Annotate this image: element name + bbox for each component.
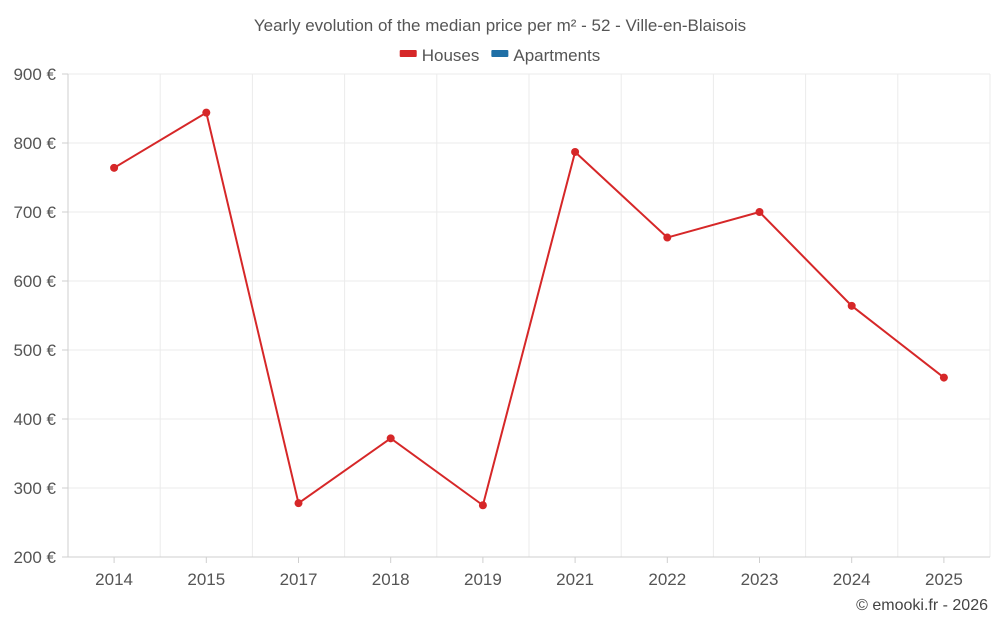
credit-text: © emooki.fr - 2026 bbox=[856, 597, 988, 614]
data-point-houses[interactable] bbox=[294, 499, 303, 508]
y-tick-label: 400 € bbox=[13, 410, 56, 429]
legend-item-houses[interactable]: Houses bbox=[399, 46, 480, 65]
x-gridlines bbox=[67, 74, 991, 563]
x-tick-label: 2024 bbox=[833, 570, 871, 589]
y-axis-tick-labels: 200 € 300 € 400 € 500 € 600 € 700 € 800 € 900 € bbox=[13, 65, 56, 567]
series-line-houses bbox=[113, 111, 945, 507]
data-point-houses[interactable] bbox=[939, 373, 948, 382]
x-tick-label: 2021 bbox=[556, 570, 594, 589]
data-point-houses[interactable] bbox=[847, 301, 856, 310]
data-point-houses[interactable] bbox=[663, 233, 672, 242]
x-axis-tick-labels: 2014 2015 2017 2018 2019 2021 2022 2023 2024 2025 bbox=[95, 570, 963, 589]
data-point-houses[interactable] bbox=[755, 208, 764, 216]
x-tick-label: 2022 bbox=[648, 570, 686, 589]
data-point-houses[interactable] bbox=[386, 434, 395, 443]
x-tick-label: 2018 bbox=[372, 570, 410, 589]
y-tick-label: 700 € bbox=[13, 203, 56, 222]
x-tick-label: 2015 bbox=[187, 570, 225, 589]
data-point-houses[interactable] bbox=[478, 501, 487, 510]
x-tick-label: 2017 bbox=[280, 570, 318, 589]
chart-title: Yearly evolution of the median price per… bbox=[254, 16, 746, 35]
y-tick-label: 900 € bbox=[13, 65, 56, 84]
legend-label: Apartments bbox=[513, 46, 600, 65]
legend-swatch bbox=[491, 50, 509, 57]
legend-item-apartments[interactable]: Apartments bbox=[491, 46, 600, 65]
legend-swatch bbox=[399, 50, 417, 57]
legend: Houses Apartments bbox=[399, 46, 600, 65]
x-tick-label: 2023 bbox=[741, 570, 779, 589]
data-point-houses[interactable] bbox=[110, 163, 119, 172]
axes bbox=[67, 74, 990, 558]
x-tick-label: 2025 bbox=[925, 570, 963, 589]
data-point-houses[interactable] bbox=[571, 147, 580, 156]
x-tick-label: 2014 bbox=[95, 570, 133, 589]
y-tick-label: 300 € bbox=[13, 479, 56, 498]
series-group bbox=[110, 108, 948, 510]
y-gridlines bbox=[62, 73, 990, 558]
y-tick-label: 500 € bbox=[13, 341, 56, 360]
x-tick-label: 2019 bbox=[464, 570, 502, 589]
y-tick-label: 600 € bbox=[13, 272, 56, 291]
data-point-houses[interactable] bbox=[202, 108, 211, 117]
y-tick-label: 200 € bbox=[13, 548, 56, 567]
y-tick-label: 800 € bbox=[13, 134, 56, 153]
legend-label: Houses bbox=[422, 46, 480, 65]
